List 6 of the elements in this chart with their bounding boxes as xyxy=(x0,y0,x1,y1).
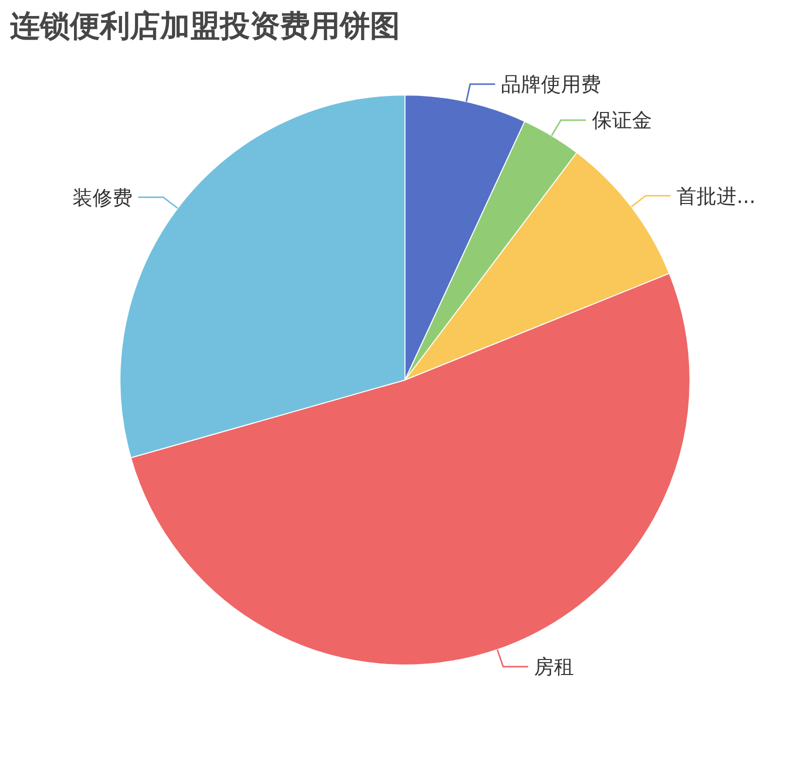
slice-label: 房租 xyxy=(534,654,574,679)
slice-label: 品牌使用费 xyxy=(501,72,602,96)
slice-label: 保证金 xyxy=(592,108,652,132)
slice-label: 装修费 xyxy=(72,185,132,210)
slice-label: 首批进... xyxy=(676,184,756,208)
chart-title: 连锁便利店加盟投资费用饼图 xyxy=(10,9,400,44)
